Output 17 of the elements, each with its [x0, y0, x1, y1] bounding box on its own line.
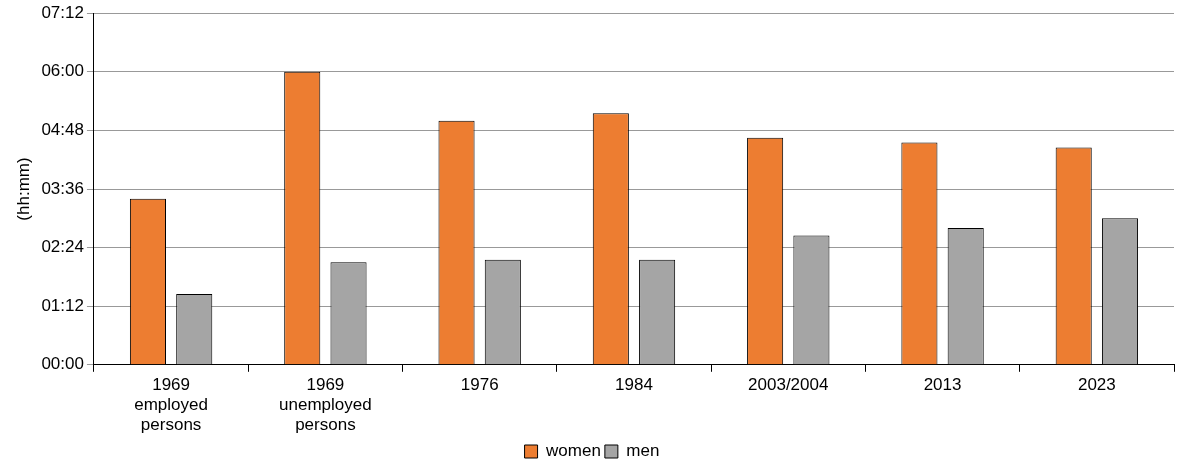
x-tick-label: 2023 [1077, 374, 1116, 394]
legend-label: women [545, 441, 601, 461]
y-tick-label: 07:12 [41, 2, 84, 22]
y-tick-label: 00:00 [41, 354, 84, 374]
x-tick-label: 2013 [923, 374, 962, 394]
legend-label: men [626, 441, 660, 461]
y-tick-label: 06:00 [41, 61, 84, 81]
y-tick-label: 03:36 [41, 178, 84, 198]
x-tick-label: 1984 [615, 374, 653, 394]
x-tick-label: 1969 employed persons [134, 374, 208, 435]
y-tick-label: 01:12 [41, 295, 84, 315]
y-axis-title: (hh:mm) [13, 157, 33, 221]
x-tick-label: 1976 [460, 374, 499, 394]
y-tick-label: 04:48 [41, 120, 84, 140]
y-tick-label: 02:24 [41, 237, 84, 257]
x-tick-label: 1969 unemployed persons [279, 374, 372, 435]
x-tick-label: 2003/2004 [748, 374, 829, 394]
